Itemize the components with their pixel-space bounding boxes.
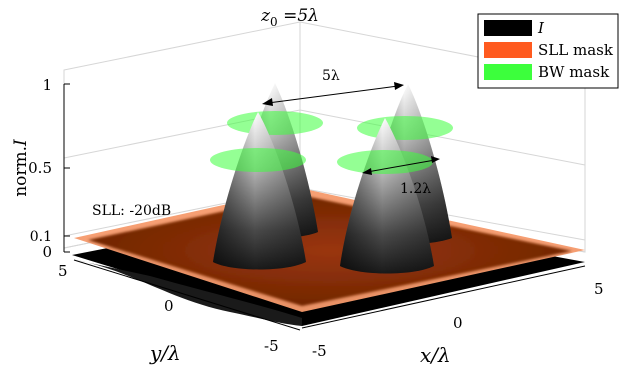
intensity-floor-wave bbox=[76, 260, 302, 326]
chart-title: z0 =5λ bbox=[260, 6, 319, 29]
y-axis bbox=[73, 259, 301, 331]
beamwidth-label: 1.2λ bbox=[400, 181, 431, 197]
bw-mask-disc bbox=[210, 148, 306, 172]
legend-swatch-sll bbox=[484, 42, 532, 58]
z-axis-label: norm.I bbox=[11, 139, 31, 197]
y-axis-label: y/λ bbox=[149, 341, 181, 365]
sll-floor-surface bbox=[88, 195, 572, 306]
bw-mask-disc bbox=[337, 150, 433, 174]
x-tick-label: 5 bbox=[594, 280, 604, 298]
peak-front-right bbox=[340, 118, 434, 274]
bw-mask-disc bbox=[227, 111, 323, 135]
legend-label: I bbox=[537, 19, 545, 37]
spacing-label: 5λ bbox=[322, 68, 340, 84]
legend-label: SLL mask bbox=[538, 41, 614, 59]
x-axis bbox=[301, 265, 586, 329]
legend-swatch-intensity bbox=[484, 20, 532, 36]
y-tick-label: -5 bbox=[264, 337, 279, 355]
peak-front-left bbox=[213, 112, 306, 270]
bw-mask-disc bbox=[357, 116, 453, 140]
legend-swatch-bw bbox=[484, 64, 532, 80]
spacing-arrow bbox=[262, 82, 404, 106]
z-tick-label: 1 bbox=[42, 76, 52, 94]
legend: I SLL mask BW mask bbox=[477, 13, 619, 89]
x-tick-label: -5 bbox=[312, 342, 327, 360]
legend-label: BW mask bbox=[538, 63, 610, 81]
sll-annotation: SLL: -20dB bbox=[92, 203, 171, 219]
z-tick-label: 0.5 bbox=[28, 159, 52, 177]
z-tick-label: 0.1 bbox=[30, 229, 52, 245]
z-axis bbox=[63, 83, 70, 253]
y-tick-label: 0 bbox=[164, 297, 174, 315]
y-tick-label: 5 bbox=[58, 262, 68, 280]
beamwidth-arrow bbox=[362, 156, 440, 175]
z-tick-label: 0 bbox=[42, 243, 52, 261]
x-tick-label: 0 bbox=[453, 314, 463, 332]
x-axis-label: x/λ bbox=[420, 343, 451, 367]
